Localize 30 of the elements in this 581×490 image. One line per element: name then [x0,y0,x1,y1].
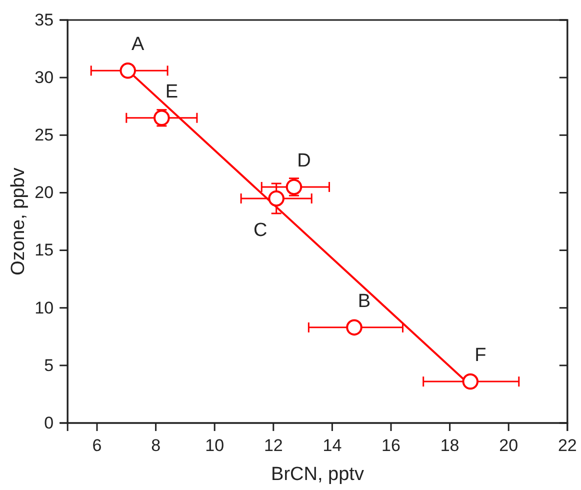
annotation: D [297,150,311,172]
y-axis-title: Ozone, ppbv [8,167,29,276]
point [346,319,362,336]
y-tick-label: 0 [44,413,54,432]
y-tick-label: 15 [34,240,54,260]
annotation: F [474,345,486,366]
x-tick-label: 8 [151,436,161,456]
y-tick-label: 25 [34,126,54,145]
x-tick-label: 20 [499,436,518,456]
y-tick-label: 30 [34,68,54,88]
point [462,373,479,390]
point [268,190,284,207]
x-tick-label: 14 [322,436,342,456]
annotation: B [358,290,371,312]
y-tick-label: 35 [34,10,54,30]
y-tick-label: 10 [34,298,54,318]
y-tick-label: 5 [44,356,54,375]
annotation: C [253,220,268,241]
x-tick-label: 22 [558,436,577,456]
point [120,62,136,79]
annotation: A [132,34,145,56]
point [286,178,302,196]
x-tick-label: 16 [382,436,400,456]
x-tick-label: 18 [440,436,460,456]
annotation: E [165,81,178,102]
x-tick-label: 10 [205,436,224,456]
y-tick-label: 20 [34,183,54,202]
x-axis-title: BrCN, pptv [271,464,364,485]
x-tick-label: 12 [264,436,283,456]
x-tick-label: 6 [92,436,102,456]
